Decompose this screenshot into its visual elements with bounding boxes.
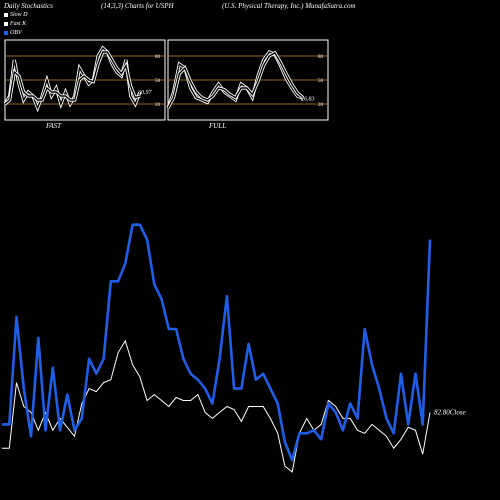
legend-swatch	[4, 30, 8, 35]
series-line-close	[2, 339, 431, 473]
y-tick-label: 80	[155, 55, 161, 60]
chart-header-left: Daily Stochastics	[4, 2, 53, 10]
y-tick-label: 20	[155, 103, 161, 108]
y-tick-label: 50	[155, 79, 161, 84]
panel-fast-label: FAST	[46, 122, 62, 130]
legend-swatch	[4, 12, 8, 17]
series-line-full-d	[167, 51, 304, 109]
chart-header-middle: (14,3,3) Charts for USPH	[101, 2, 174, 10]
chart-header-right: (U.S. Physical Therapy, Inc.) MunafaSutr…	[222, 2, 356, 10]
legend-label: Slow D	[10, 12, 28, 18]
y-tick-label: 80	[318, 55, 324, 60]
y-tick-label: 20	[318, 103, 324, 108]
series-line-slow-d	[4, 51, 141, 105]
legend-item-fast-k: Fast K	[4, 21, 26, 27]
legend-item-obv: OBV	[4, 30, 22, 36]
y-tick-label: 50	[318, 79, 324, 84]
series-line-obv	[2, 223, 432, 462]
close-price-label: 82.80Close	[434, 408, 466, 416]
last-value-label: 30.97	[137, 90, 153, 96]
legend-label: OBV	[10, 30, 22, 36]
last-value-label: 26.83	[301, 96, 315, 102]
legend-swatch	[4, 21, 8, 26]
legend-label: Fast K	[10, 21, 27, 27]
legend-item-slow-d: Slow D	[4, 12, 28, 18]
panel-full-label: FULL	[209, 122, 227, 130]
